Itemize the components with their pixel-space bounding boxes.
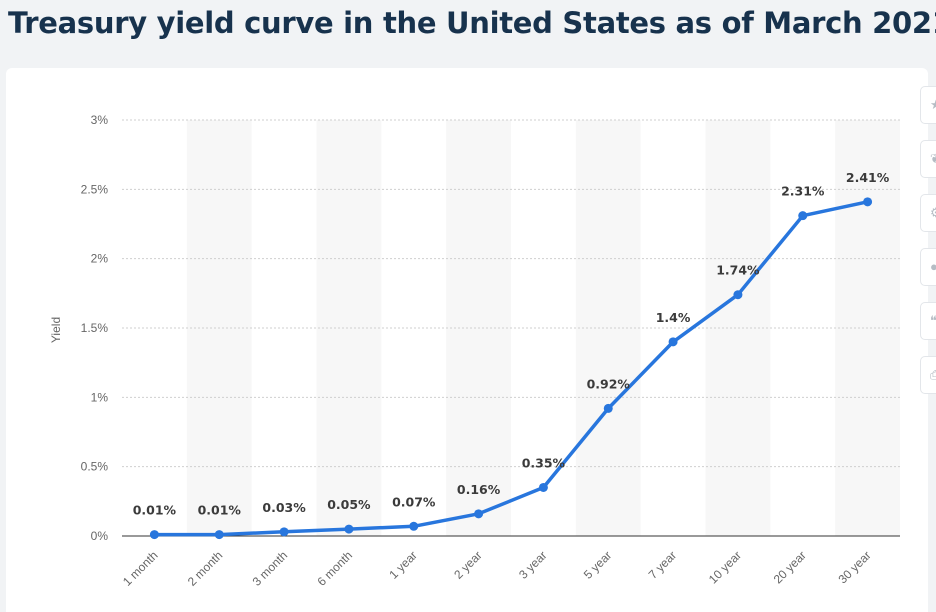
x-tick-label: 1 month <box>120 548 161 589</box>
print-icon[interactable]: ⎙ <box>920 356 936 394</box>
data-label: 1.4% <box>656 310 691 325</box>
y-tick-label: 1% <box>91 390 109 404</box>
x-tick-label: 5 year <box>581 548 614 581</box>
y-tick-label: 2.5% <box>81 182 109 196</box>
star-icon[interactable]: ★ <box>920 86 936 124</box>
x-tick-label: 2 month <box>185 548 226 589</box>
x-tick-label: 20 year <box>771 548 809 586</box>
data-label: 0.35% <box>522 455 566 470</box>
series-line-group <box>149 197 873 540</box>
data-label: 0.16% <box>457 482 501 497</box>
data-point[interactable] <box>149 530 159 540</box>
y-tick-label: 0.5% <box>81 460 109 474</box>
y-axis-label: Yield <box>49 317 63 343</box>
data-point[interactable] <box>603 403 613 413</box>
y-tick-label: 0% <box>91 529 109 543</box>
x-tick-label: 10 year <box>706 548 744 586</box>
y-tick-label: 3% <box>91 113 109 127</box>
y-tick-labels: 0% 0.5% 1% 1.5% 2% 2.5% 3% <box>81 113 109 543</box>
data-point[interactable] <box>279 527 289 537</box>
chart-card: 0% 0.5% 1% 1.5% 2% 2.5% 3% 1 month 2 month 3 mon… <box>6 68 928 612</box>
data-point[interactable] <box>538 482 548 492</box>
data-label: 0.01% <box>133 503 177 518</box>
bell-icon[interactable]: ❦ <box>920 140 936 178</box>
x-tick-label: 3 year <box>516 548 549 581</box>
data-label: 0.92% <box>587 376 631 391</box>
data-point[interactable] <box>863 197 873 207</box>
y-tick-label: 2% <box>91 252 109 266</box>
data-point[interactable] <box>668 337 678 347</box>
x-tick-label: 30 year <box>835 548 873 586</box>
data-label: 2.31% <box>781 184 825 199</box>
data-label: 0.05% <box>327 497 371 512</box>
x-tick-label: 7 year <box>646 548 679 581</box>
data-labels: 0.01% 0.01% 0.03% 0.05% 0.07% 0.16% 0.35% 0.92%… <box>133 170 890 518</box>
data-point[interactable] <box>798 211 808 221</box>
y-tick-label: 1.5% <box>81 321 109 335</box>
x-tick-label: 2 year <box>451 548 484 581</box>
page-title: Treasury yield curve in the United State… <box>8 6 936 40</box>
data-label: 2.41% <box>846 170 890 185</box>
data-point[interactable] <box>344 524 354 534</box>
data-point[interactable] <box>733 290 743 300</box>
series-line <box>152 200 870 537</box>
x-tick-label: 3 month <box>250 548 291 589</box>
share-icon[interactable]: ● <box>920 248 936 286</box>
data-point[interactable] <box>409 521 419 531</box>
x-tick-label: 6 month <box>314 548 355 589</box>
data-label: 1.74% <box>716 263 760 278</box>
data-label: 0.07% <box>392 494 436 509</box>
data-point[interactable] <box>474 509 484 519</box>
data-label: 0.03% <box>262 500 306 515</box>
x-tick-label: 1 year <box>386 548 419 581</box>
data-label: 0.01% <box>198 503 242 518</box>
line-chart: 0% 0.5% 1% 1.5% 2% 2.5% 3% 1 month 2 month 3 mon… <box>49 113 900 589</box>
data-point[interactable] <box>214 530 224 540</box>
x-tick-labels: 1 month 2 month 3 month 6 month 1 year 2 year… <box>120 548 874 589</box>
y-gridlines <box>122 119 900 468</box>
settings-icon[interactable]: ⚙ <box>920 194 936 232</box>
quote-icon[interactable]: ❝ <box>920 302 936 340</box>
